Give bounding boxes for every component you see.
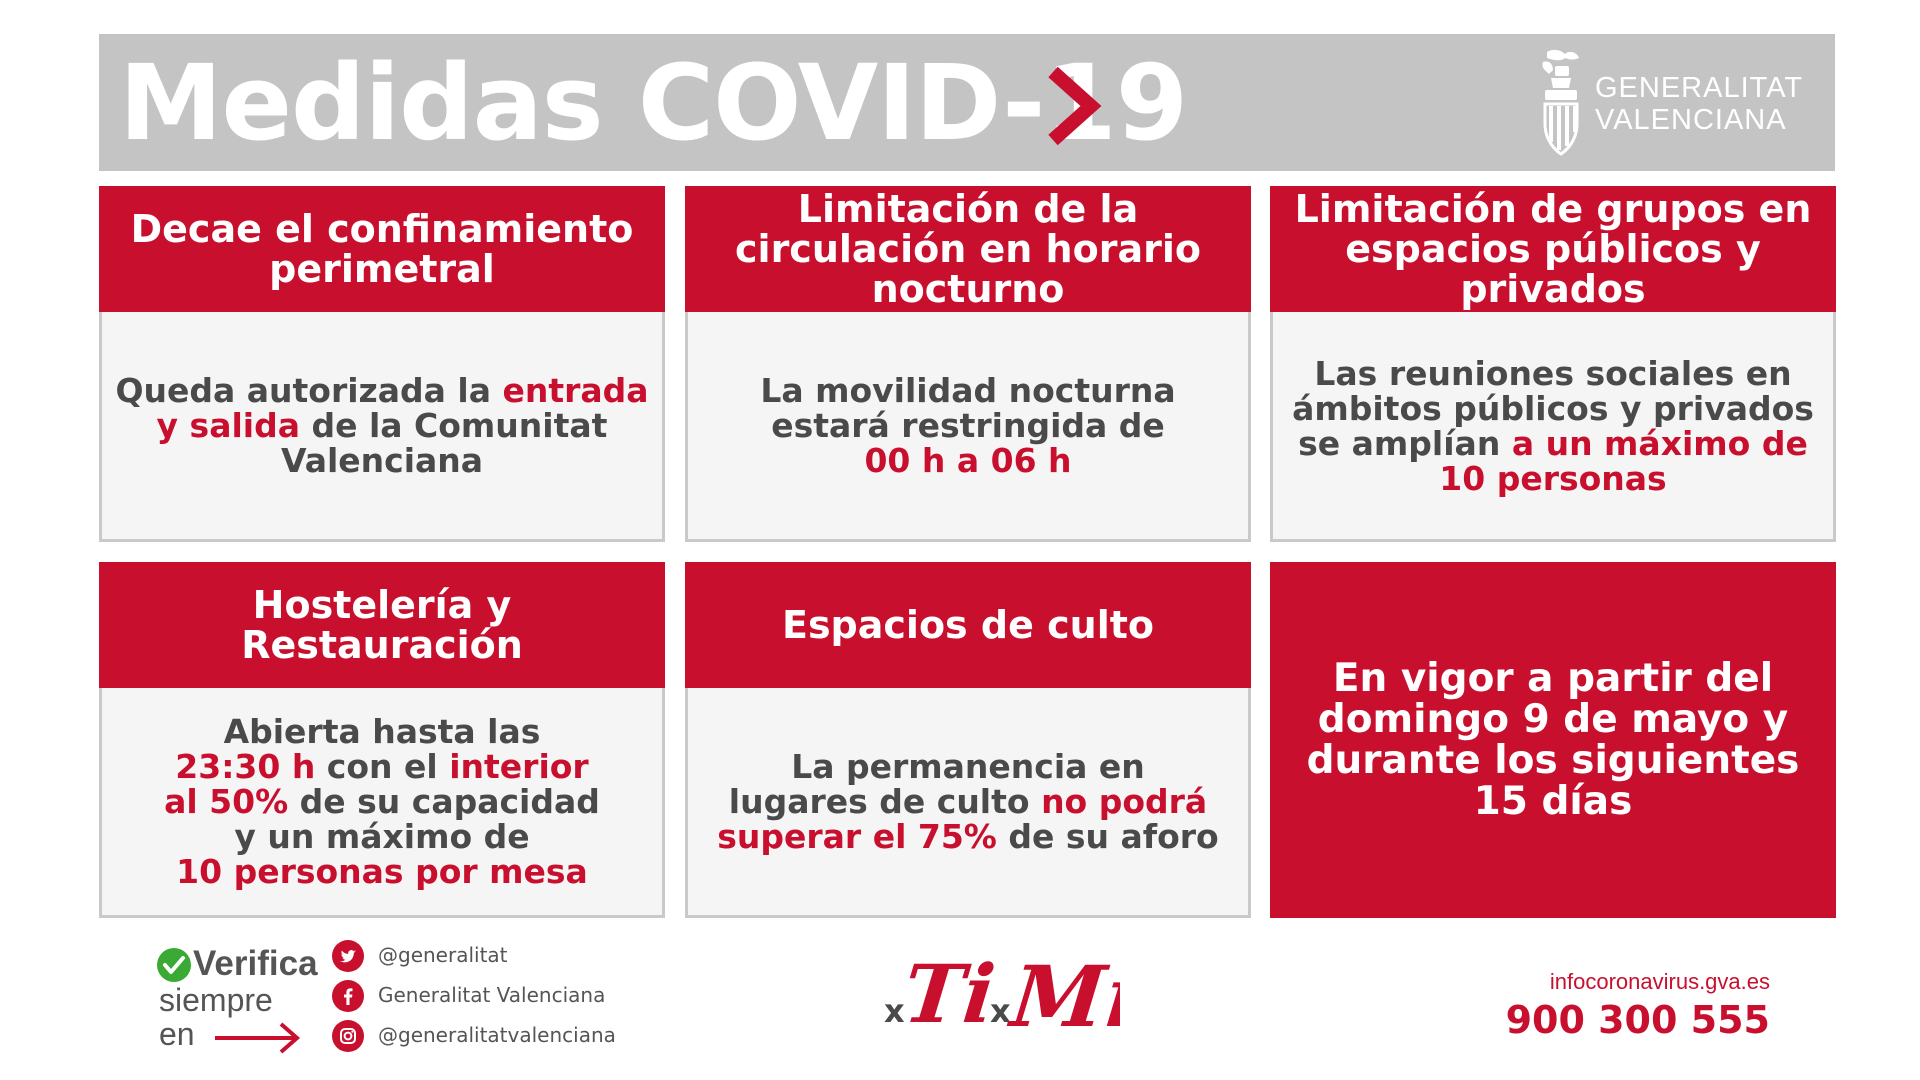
verify-block: Verifica siempre en: [155, 942, 335, 1062]
highlight-text: entrada: [502, 371, 649, 410]
chevron-right-icon: [1048, 66, 1102, 146]
notice-line: 15 días: [1473, 779, 1633, 824]
card-body-line: estará restringida de: [760, 408, 1175, 443]
body-text: de la Comunitat: [299, 406, 608, 445]
body-text: Queda autorizada la: [115, 371, 503, 410]
slogan-x2: x: [990, 992, 1011, 1030]
social-label: Generalitat Valenciana: [378, 983, 606, 1007]
body-text: lugares de culto: [728, 782, 1042, 821]
generalitat-logo: GENERALITAT VALENCIANA: [1539, 48, 1819, 158]
card-body-line: lugares de culto no podrá: [717, 784, 1218, 819]
card-body-line: superar el 75% de su aforo: [717, 819, 1218, 854]
body-text: de su capacidad: [288, 782, 600, 821]
card-circulacion-nocturna: Limitación de la circulación en horario …: [685, 186, 1251, 542]
notice-line: durante los siguientes: [1306, 738, 1800, 783]
highlight-text: no podrá: [1041, 782, 1208, 821]
body-text: se amplían: [1298, 423, 1512, 463]
body-text: y un máximo de: [234, 817, 530, 856]
social-instagram[interactable]: @generalitatvalenciana: [332, 1018, 632, 1054]
social-label: @generalitatvalenciana: [378, 1023, 616, 1047]
highlight-text: al 50%: [164, 782, 289, 821]
body-text: ámbitos públicos y privados: [1292, 388, 1814, 428]
highlight-text: interior: [449, 747, 589, 786]
contact-website-link[interactable]: infocoronavirus.gva.es: [1549, 969, 1770, 994]
body-text: Las reuniones sociales en: [1314, 353, 1792, 393]
card-en-vigor: En vigor a partir del domingo 9 de mayo …: [1270, 562, 1836, 918]
card-body-line: Las reuniones sociales en: [1292, 356, 1814, 391]
social-label: @generalitat: [378, 943, 508, 967]
logo-line-2: VALENCIANA: [1595, 104, 1787, 136]
card-espacios-culto: Espacios de culto La permanencia en lugar…: [685, 562, 1251, 918]
card-title: Espacios de culto: [685, 562, 1251, 688]
card-hosteleria: Hostelería y Restauración Abierta hasta …: [99, 562, 665, 918]
card-confinamiento: Decae el confinamiento perimetral Queda …: [99, 186, 665, 542]
highlight-text: 00 h a 06 h: [864, 441, 1072, 480]
verify-line-3: en: [159, 1016, 195, 1052]
card-body-line: y un máximo de: [164, 819, 600, 854]
card-body-line: 00 h a 06 h: [760, 443, 1175, 478]
body-text: de su aforo: [996, 817, 1219, 856]
card-limitacion-grupos: Limitación de grupos en espacios público…: [1270, 186, 1836, 542]
card-body-line: 10 personas por mesa: [164, 854, 600, 889]
card-title: Decae el confinamiento perimetral: [99, 186, 665, 312]
instagram-icon: [332, 1020, 364, 1052]
card-body-line: Queda autorizada la entrada: [115, 373, 648, 408]
arrow-right-icon: [215, 1022, 301, 1054]
highlight-text: 23:30 h: [175, 747, 316, 786]
notice-line: En vigor a partir del: [1332, 656, 1774, 701]
slogan-ti: Ti: [899, 947, 999, 1041]
facebook-icon: [332, 980, 364, 1012]
card-body: La movilidad nocturna estará restringida …: [688, 312, 1248, 539]
body-text: Abierta hasta las: [223, 712, 541, 751]
twitter-icon: [332, 940, 364, 972]
card-body-line: ámbitos públicos y privados: [1292, 391, 1814, 426]
notice-line: domingo 9 de mayo y: [1317, 697, 1789, 742]
card-body: Abierta hasta las 23:30 h con el interior…: [102, 688, 662, 915]
card-title: Hostelería y Restauración: [99, 562, 665, 688]
card-body-line: 10 personas: [1292, 461, 1814, 496]
card-body: Las reuniones sociales en ámbitos público…: [1273, 312, 1833, 539]
card-body-line: Valenciana: [115, 443, 648, 478]
contact-info: infocoronavirus.gva.es 900 300 555: [1440, 968, 1770, 1044]
card-body: Queda autorizada la entrada y salida de l…: [102, 312, 662, 539]
body-text: La permanencia en: [791, 747, 1145, 786]
card-title: Limitación de grupos en espacios público…: [1270, 186, 1836, 312]
card-body-line: se amplían a un máximo de: [1292, 426, 1814, 461]
social-twitter[interactable]: @generalitat: [332, 938, 632, 974]
highlight-text: a un máximo de: [1511, 423, 1808, 463]
card-body-line: y salida de la Comunitat: [115, 408, 648, 443]
card-body-line: La permanencia en: [717, 749, 1218, 784]
highlight-text: 10 personas: [1439, 458, 1667, 498]
body-text: Valenciana: [280, 441, 484, 480]
slogan-x1: x: [884, 992, 905, 1030]
contact-phone[interactable]: 900 300 555: [1505, 998, 1770, 1042]
generalitat-name: GENERALITAT VALENCIANA: [1595, 72, 1803, 136]
slogan-logo: x Ti x Mí: [884, 947, 1120, 1046]
body-text: con el: [315, 747, 450, 786]
body-text: La movilidad nocturna: [760, 371, 1176, 410]
gv-emblem-icon: [1542, 49, 1579, 156]
body-text: estará restringida de: [771, 406, 1165, 445]
card-body-line: al 50% de su capacidad: [164, 784, 600, 819]
card-title: Limitación de la circulación en horario …: [685, 186, 1251, 312]
card-body-line: 23:30 h con el interior: [164, 749, 600, 784]
card-body: La permanencia en lugares de culto no pod…: [688, 688, 1248, 915]
effective-notice: En vigor a partir del domingo 9 de mayo …: [1273, 565, 1833, 915]
highlight-text: 10 personas por mesa: [176, 852, 588, 891]
highlight-text: superar el 75%: [717, 817, 997, 856]
logo-line-1: GENERALITAT: [1595, 72, 1804, 104]
highlight-text: y salida: [156, 406, 300, 445]
card-body-line: La movilidad nocturna: [760, 373, 1175, 408]
check-circle-icon: [157, 948, 191, 982]
page-title: Medidas COVID-19: [119, 42, 1188, 164]
social-facebook[interactable]: Generalitat Valenciana: [332, 978, 632, 1014]
header-banner: Medidas COVID-19 GENERALITAT VALENCIANA: [99, 34, 1835, 171]
card-body-line: Abierta hasta las: [164, 714, 600, 749]
verify-line-2: siempre: [159, 982, 273, 1018]
verify-title: Verifica: [193, 944, 318, 983]
slogan-mi: Mí: [1004, 947, 1120, 1046]
